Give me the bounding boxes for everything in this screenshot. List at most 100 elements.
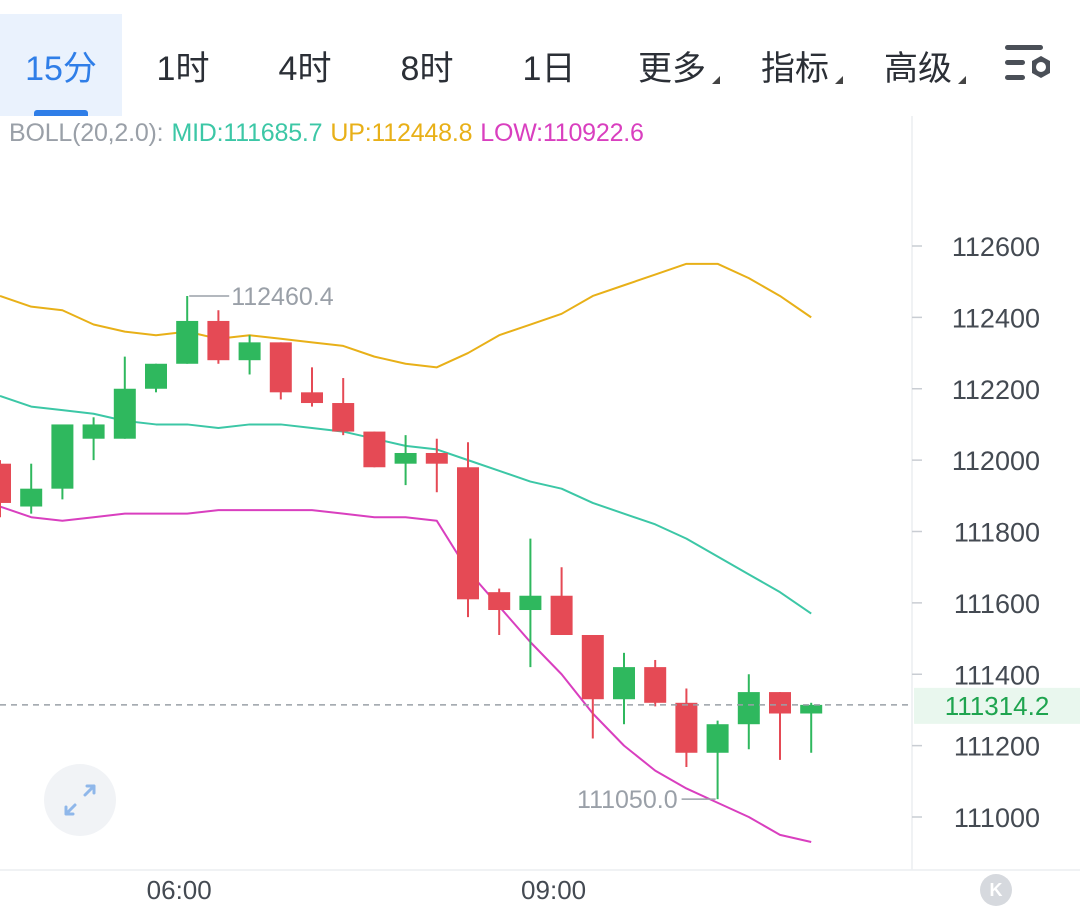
candle-body xyxy=(238,342,261,361)
tab-1d-label: 1日 xyxy=(522,49,576,88)
more-dropdown-caret-icon xyxy=(712,76,720,84)
x-tick-label: 09:00 xyxy=(521,875,586,905)
candle-body xyxy=(425,452,448,464)
candle[interactable] xyxy=(706,720,729,800)
active-tab-indicator xyxy=(34,110,88,116)
indicators-label: 指标 xyxy=(761,49,829,88)
candle[interactable] xyxy=(644,659,667,707)
advanced-dropdown-caret-icon xyxy=(958,76,966,84)
candle[interactable] xyxy=(0,460,11,518)
candlestick-chart[interactable]: 112600 112400 112200 112000 111800 111600 1114… xyxy=(0,116,1080,906)
boll-legend: BOLL(20,2.0): MID:111685.7 UP:112448.8 LOW:… xyxy=(9,119,652,148)
y-tick-label: 111600 xyxy=(954,589,1040,619)
candle[interactable] xyxy=(238,335,261,375)
candle-body xyxy=(457,467,479,600)
candle[interactable] xyxy=(675,688,698,768)
y-tick-label: 111000 xyxy=(954,803,1040,833)
candle-body xyxy=(613,667,635,700)
candle[interactable] xyxy=(425,438,448,493)
candle-body xyxy=(176,320,199,364)
candle[interactable] xyxy=(363,431,386,468)
candle-body xyxy=(301,392,323,404)
candle-body xyxy=(737,692,760,725)
last-price-tag-bg xyxy=(914,687,1080,724)
candle-body xyxy=(488,592,511,611)
candle[interactable] xyxy=(800,702,823,753)
candle[interactable] xyxy=(394,435,417,486)
tab-15m[interactable]: 15分 xyxy=(0,14,122,116)
candle-body xyxy=(519,595,542,611)
tab-8h-label: 8时 xyxy=(400,49,454,88)
tab-1h[interactable]: 1时 xyxy=(128,14,238,116)
candle[interactable] xyxy=(51,424,74,500)
y-tick-label: 112400 xyxy=(952,303,1040,333)
tab-4h-label: 4时 xyxy=(278,49,332,88)
candle-body xyxy=(394,452,417,464)
boll-low-value: LOW:110922.6 xyxy=(480,119,644,147)
advanced-label: 高级 xyxy=(884,49,952,88)
y-tick-label: 111200 xyxy=(954,732,1040,762)
tab-15m-label: 15分 xyxy=(25,49,97,88)
candle[interactable] xyxy=(737,674,760,750)
last-price-label: 111314.2 xyxy=(945,691,1050,721)
candle-body xyxy=(269,342,292,393)
x-tick-label: 06:00 xyxy=(147,875,212,905)
candle-body xyxy=(332,403,355,432)
candle[interactable] xyxy=(613,652,635,725)
candle[interactable] xyxy=(207,310,230,364)
tab-1h-label: 1时 xyxy=(156,49,210,88)
candle-body xyxy=(20,488,43,507)
more-label: 更多 xyxy=(638,49,706,88)
candle-body xyxy=(550,595,573,635)
candle-body xyxy=(675,702,698,753)
advanced-dropdown[interactable]: 高级 xyxy=(884,14,966,116)
candle-body xyxy=(581,634,604,700)
scroll-to-latest-button[interactable]: K xyxy=(980,874,1012,906)
tab-1d[interactable]: 1日 xyxy=(494,14,604,116)
candle[interactable] xyxy=(20,463,43,514)
tab-4h[interactable]: 4时 xyxy=(250,14,360,116)
more-dropdown[interactable]: 更多 xyxy=(638,14,720,116)
candle-body xyxy=(145,363,167,389)
candle-body xyxy=(706,724,729,753)
candle[interactable] xyxy=(82,417,105,461)
chart-settings-icon[interactable] xyxy=(1002,40,1058,86)
candle[interactable] xyxy=(550,567,573,635)
candle-body xyxy=(207,320,230,361)
boll-mid-value: MID:111685.7 xyxy=(171,119,323,147)
upper-band-line xyxy=(0,262,812,369)
candle[interactable] xyxy=(145,363,167,393)
candle-body xyxy=(769,692,791,714)
candle[interactable] xyxy=(769,692,791,760)
indicators-dropdown[interactable]: 指标 xyxy=(761,14,843,116)
candle[interactable] xyxy=(113,356,136,439)
timeframe-toolbar: 15分 1时 4时 8时 1日 更多 指标 高级 xyxy=(0,0,1080,116)
candle-body xyxy=(0,463,11,503)
expand-chart-button[interactable] xyxy=(44,764,116,836)
expand-arrows-icon xyxy=(64,784,96,816)
candle[interactable] xyxy=(519,538,542,668)
boll-name: BOLL(20,2.0): xyxy=(9,119,164,147)
lower-band-line xyxy=(0,505,812,843)
candle-body xyxy=(82,424,105,439)
candle[interactable] xyxy=(269,342,292,400)
y-tick-label: 111800 xyxy=(954,518,1040,548)
candle[interactable] xyxy=(581,634,604,739)
candle-body xyxy=(113,388,136,439)
tab-8h[interactable]: 8时 xyxy=(372,14,482,116)
candle-body xyxy=(644,667,667,703)
scroll-to-latest-icon: K xyxy=(989,879,1003,900)
candle-body xyxy=(51,424,74,489)
min-price-label: 111050.0 xyxy=(577,786,678,814)
candle[interactable] xyxy=(332,378,355,436)
y-tick-label: 111400 xyxy=(954,660,1040,690)
candle[interactable] xyxy=(301,367,323,407)
candle-body xyxy=(800,704,823,714)
y-tick-label: 112000 xyxy=(952,446,1040,476)
y-tick-label: 112600 xyxy=(952,232,1040,262)
candle[interactable] xyxy=(488,588,511,635)
candle-body xyxy=(363,431,386,468)
indicators-dropdown-caret-icon xyxy=(835,76,843,84)
candle[interactable] xyxy=(457,442,479,618)
candle[interactable] xyxy=(176,295,199,364)
